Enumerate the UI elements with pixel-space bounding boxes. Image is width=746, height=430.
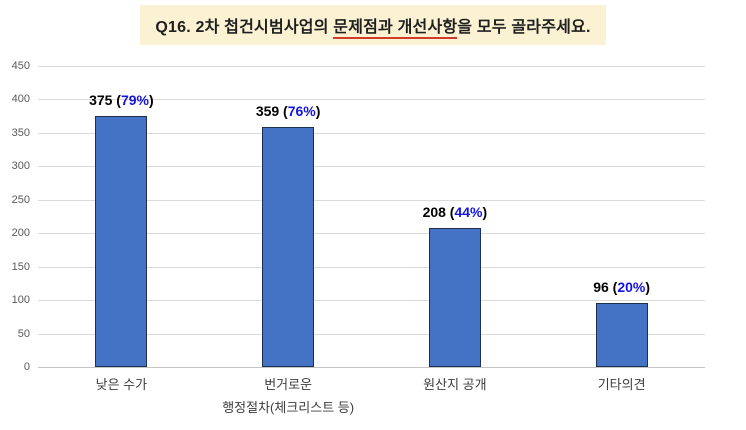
bar-value: 375 (: [89, 92, 121, 108]
category-label: 번거로운: [264, 377, 313, 392]
y-tick-label: 150: [11, 260, 30, 273]
gridline: [38, 166, 705, 168]
y-tick-label: 400: [11, 93, 30, 106]
bar-3: [595, 303, 648, 367]
y-tick-label: 350: [11, 126, 30, 139]
question-title-underlined: 문제점과 개선사항: [333, 19, 458, 39]
question-title: Q16. 2차 첩건시범사업의 문제점과 개선사항을 모두 골라주세요.: [140, 5, 606, 45]
bar-value: 359 (: [255, 103, 288, 119]
y-tick-label: 200: [11, 227, 30, 240]
bar-value: 96 (: [593, 279, 618, 295]
question-title-suffix: 을 모두 골라주세요.: [457, 19, 591, 36]
gridline: [38, 66, 705, 67]
x-tick-label: 원산지 공개: [345, 373, 565, 396]
bar-percent: 76%: [287, 103, 316, 119]
category-label: 낮은 수가: [95, 377, 148, 392]
bar-percent: 44%: [454, 204, 483, 220]
bar-percent: 20%: [617, 279, 646, 295]
bar-value-label: 96 (20%): [547, 279, 697, 295]
bar-value: 208 (: [422, 204, 455, 220]
y-tick-label: 50: [17, 327, 30, 340]
bar-percent: 79%: [120, 92, 150, 108]
bar-value-close: ): [482, 204, 488, 220]
category-label: 원산지 공개: [423, 377, 487, 392]
bar-value-close: ): [645, 279, 651, 295]
y-tick-label: 450: [11, 60, 30, 72]
x-tick-label: 기타의견: [512, 373, 732, 396]
gridline: [38, 333, 705, 335]
bar-value-close: ): [149, 92, 154, 108]
gridline: [38, 266, 705, 268]
category-sublabel: 행정절차(체크리스트 등): [222, 400, 355, 415]
gridline: [38, 199, 705, 201]
gridline: [38, 233, 705, 235]
title-row: Q16. 2차 첩건시범사업의 문제점과 개선사항을 모두 골라주세요.: [0, 5, 746, 45]
bar-value-label: 359 (76%): [213, 103, 363, 119]
bar-value-label: 208 (44%): [380, 204, 530, 220]
y-tick-label: 100: [11, 294, 30, 307]
bar-value-label: 375 (79%): [46, 92, 196, 108]
x-tick-label: 낮은 수가: [11, 373, 231, 396]
gridline: [38, 99, 705, 101]
question-title-prefix: Q16. 2차 첩건시범사업의: [155, 19, 334, 36]
gridline: [38, 132, 705, 134]
y-tick-label: 250: [11, 193, 30, 206]
bar-value-close: ): [315, 103, 321, 119]
x-axis-line: [38, 367, 705, 368]
y-tick-label: 0: [23, 361, 30, 373]
bar-0: [95, 116, 148, 367]
y-tick-label: 300: [11, 160, 30, 173]
bar-1: [262, 127, 315, 367]
category-label: 기타의견: [597, 377, 646, 392]
bar-2: [428, 228, 481, 367]
gridline: [38, 300, 705, 302]
